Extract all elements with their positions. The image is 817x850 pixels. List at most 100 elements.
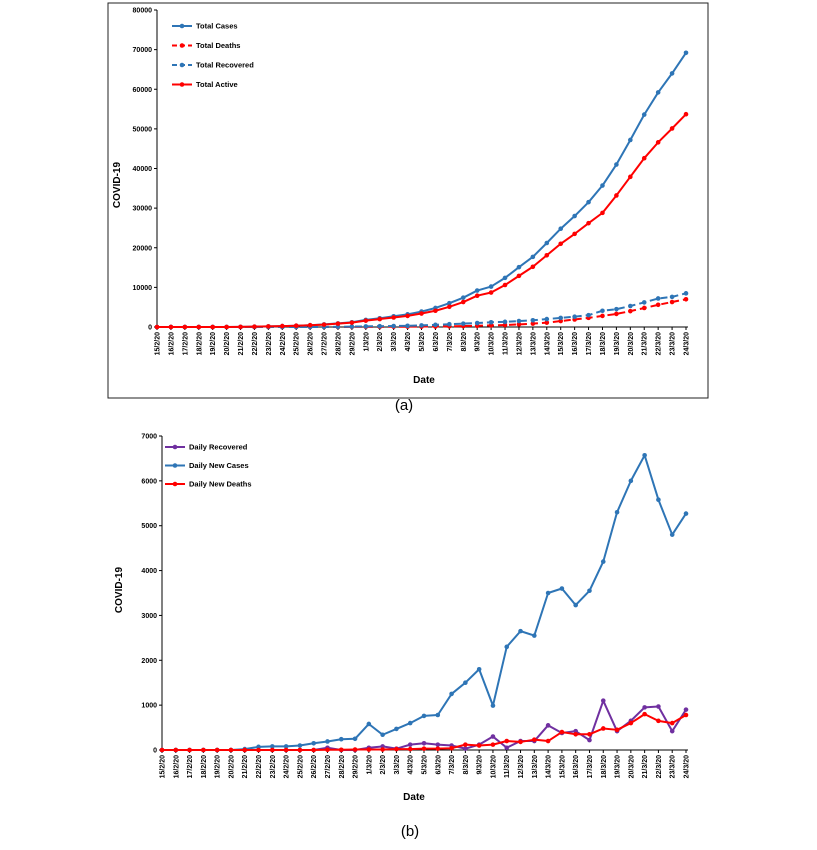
chart-a-series-total-active-point: [391, 315, 396, 320]
chart-b-series-daily-new-cases-point: [490, 703, 496, 708]
chart-b-xtick-label: 22/2/20: [256, 755, 263, 778]
chart-b-series-daily-new-deaths-point: [173, 747, 179, 753]
chart-b-series-daily-new-cases-point: [394, 726, 399, 732]
chart-b-series-daily-new-deaths-point: [476, 743, 482, 748]
chart-a-series-total-active-point: [474, 293, 480, 298]
chart-b-xtick-label: 12/3/20: [518, 755, 525, 778]
chart-b-series-daily-new-deaths-point: [683, 712, 689, 718]
chart-b-xtick-label: 16/2/20: [173, 755, 180, 778]
chart-a-series-total-recovered-point: [363, 324, 369, 329]
chart-a-series-total-active-point: [669, 126, 675, 131]
chart-a-xtick-label: 15/2/20: [155, 332, 162, 355]
chart-a-xtick-label: 26/2/20: [308, 332, 315, 355]
chart-b-series-daily-recovered-point: [600, 698, 606, 703]
chart-a-xtick-label: 9/3/20: [475, 332, 482, 352]
chart-b-series-daily-new-deaths-point: [669, 720, 675, 726]
chart-b-series-daily-new-cases-point: [421, 713, 427, 719]
chart-a-ytick-label: 60000: [133, 87, 153, 94]
chart-b-xtick-label: 18/3/20: [601, 755, 608, 778]
chart-a-series-total-deaths-point: [683, 296, 689, 302]
chart-a-xtick-label: 18/3/20: [600, 332, 607, 355]
chart-b-series-daily-new-cases-point: [656, 497, 661, 502]
chart-a-series-total-recovered-point: [377, 323, 383, 329]
chart-b-series-daily-new-deaths-point: [656, 718, 661, 724]
chart-a-series-total-active-point: [502, 282, 508, 288]
chart-b-series-daily-new-deaths-point: [256, 747, 261, 753]
chart-a-series-total-deaths-point: [558, 318, 564, 324]
chart-b-xtick-label: 23/2/20: [270, 755, 277, 778]
chart-a-series-total-cases-point: [474, 288, 480, 293]
chart-b-series-daily-new-deaths-point: [435, 746, 441, 751]
chart-b-series-daily-new-deaths-point: [283, 747, 289, 753]
chart-a-series-total-active-point: [196, 324, 202, 330]
chart-a-series-total-active-point: [182, 324, 188, 330]
chart-a-series-total-active-point: [614, 193, 619, 198]
chart-b-series-daily-new-cases-point: [532, 633, 537, 638]
chart-a-xtick-label: 18/2/20: [196, 332, 203, 355]
chart-b-xtick-label: 14/3/20: [546, 755, 553, 778]
chart-b-series-daily-new-cases-point: [463, 680, 468, 686]
chart-b-xtick-label: 5/3/20: [422, 755, 429, 775]
chart-a-series-total-recovered-point: [460, 321, 466, 326]
chart-b-series-daily-new-deaths-point: [270, 747, 275, 753]
chart-b-ylabel: COVID-19: [114, 567, 125, 614]
chart-b-xtick-label: 22/3/20: [656, 755, 663, 778]
chart-a-frame: [107, 2, 709, 399]
chart-a-ytick-label: 50000: [133, 126, 153, 133]
chart-a-series-total-recovered-point: [586, 312, 591, 318]
chart-b-series-daily-new-cases-point: [628, 478, 634, 484]
chart-a-xtick-label: 20/2/20: [224, 332, 231, 355]
chart-b-xtick-label: 28/2/20: [339, 755, 346, 778]
chart-a-series-total-cases-point: [544, 240, 550, 246]
chart-a-series-total-cases-point: [628, 137, 633, 143]
chart-a-ytick-label: 80000: [133, 8, 153, 15]
chart-b-xtick-label: 7/3/20: [449, 755, 456, 775]
chart-b-series-daily-new-deaths-point: [490, 742, 496, 747]
chart-b-series-daily-new-deaths-point: [642, 711, 647, 717]
chart-b-xtick-label: 6/3/20: [435, 755, 442, 775]
chart-b-series-daily-new-deaths-point: [532, 737, 537, 742]
chart-b-xtick-label: 27/2/20: [325, 755, 332, 778]
chart-b-xtick-label: 26/2/20: [311, 755, 318, 778]
chart-a-series-total-deaths-point: [502, 322, 508, 328]
chart-b-series-daily-new-deaths-point: [545, 738, 551, 744]
chart-a-series-total-active-point: [293, 323, 299, 329]
chart-a-series-total-recovered-point: [405, 323, 410, 329]
chart-b-xtick-label: 16/3/20: [573, 755, 580, 778]
chart-a-legend-label-total-deaths: Total Deaths: [196, 41, 240, 50]
chart-a-series-total-active-point: [447, 304, 452, 310]
chart-b-xlabel: Date: [403, 792, 425, 803]
chart-b-series-daily-recovered-point: [683, 707, 689, 712]
chart-b-legend-label-daily-new-deaths: Daily New Deaths: [189, 480, 252, 489]
chart-b-series-daily-new-cases-point: [311, 740, 316, 746]
chart-b-ytick-label: 4000: [141, 568, 157, 575]
chart-a-xtick-label: 28/2/20: [335, 332, 342, 355]
chart-b-series-daily-new-deaths-point: [187, 747, 192, 753]
chart-a-series-total-recovered-point: [433, 322, 438, 328]
chart-a-series-total-active-point: [405, 313, 410, 319]
chart-a-series-total-deaths-point: [516, 322, 522, 327]
chart-a-series-total-cases-point: [586, 199, 591, 205]
chart-a-series-total-recovered-point: [558, 315, 564, 321]
chart-a-xtick-label: 17/3/20: [586, 332, 593, 355]
chart-a-series-total-active-point: [419, 311, 424, 316]
chart-a-series-total-active-point: [460, 299, 466, 305]
chart-b-xtick-label: 3/3/20: [394, 755, 401, 775]
chart-a-xtick-label: 17/2/20: [182, 332, 189, 355]
chart-a-series-total-recovered-point: [655, 296, 661, 301]
chart-a-xtick-label: 3/3/20: [391, 332, 398, 352]
chart-b-legend-label-daily-new-cases: Daily New Cases: [189, 461, 249, 470]
chart-b-series-daily-new-deaths-point: [449, 745, 454, 751]
chart-a-series-total-active-point: [238, 324, 243, 330]
chart-a-series-total-cases-point: [530, 254, 536, 260]
chart-b-xtick-label: 10/3/20: [490, 755, 497, 778]
chart-a-series-total-recovered-point: [614, 306, 619, 312]
chart-a-series-total-deaths-point: [669, 299, 675, 305]
chart-a-series-total-active-point: [558, 241, 564, 247]
chart-b-series-daily-new-deaths-point: [352, 747, 358, 752]
chart-a-series-total-deaths-point: [614, 311, 619, 317]
chart-b-xtick-label: 9/3/20: [477, 755, 484, 775]
chart-a-xtick-label: 10/3/20: [489, 332, 496, 355]
chart-a-xtick-label: 24/3/20: [684, 332, 691, 355]
chart-a-series-total-cases-point: [600, 183, 605, 188]
